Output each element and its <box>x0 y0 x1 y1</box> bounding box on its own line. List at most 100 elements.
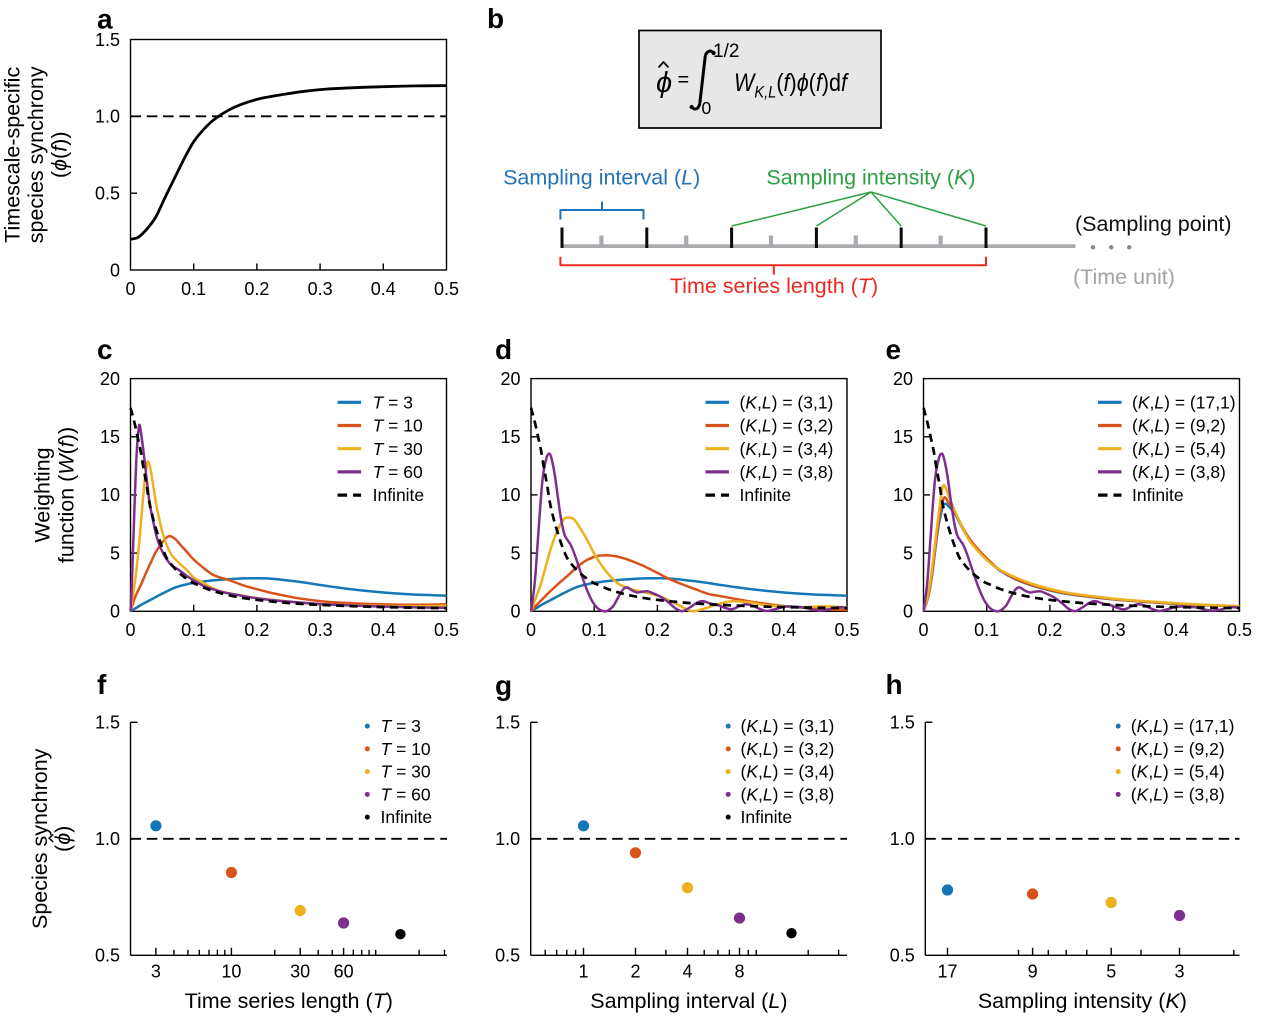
svg-text:0: 0 <box>110 602 120 622</box>
svg-text:(K,L) = (3,8): (K,L) = (3,8) <box>1132 462 1226 482</box>
svg-text:T = 30: T = 30 <box>373 439 423 459</box>
svg-text:Sampling interval (L): Sampling interval (L) <box>503 166 700 190</box>
svg-text:15: 15 <box>500 427 520 447</box>
svg-text:17: 17 <box>937 962 957 982</box>
svg-text:0.3: 0.3 <box>708 620 733 640</box>
svg-text:Infinite: Infinite <box>1132 485 1184 505</box>
svg-text:0: 0 <box>526 620 536 640</box>
svg-text:1.0: 1.0 <box>95 107 120 127</box>
svg-text:0.5: 0.5 <box>495 946 520 966</box>
svg-text:e: e <box>886 334 902 365</box>
svg-text:1.0: 1.0 <box>495 829 520 849</box>
svg-text:0: 0 <box>702 98 712 118</box>
svg-text:(ϕ(f)): (ϕ(f)) <box>48 131 72 178</box>
svg-text:b: b <box>487 3 504 34</box>
svg-text:0.1: 0.1 <box>181 279 206 299</box>
svg-text:(K,L) = (9,2): (K,L) = (9,2) <box>1132 416 1226 436</box>
svg-text:function (W(f)): function (W(f)) <box>55 427 79 563</box>
svg-text:d: d <box>495 334 512 365</box>
svg-text:1.0: 1.0 <box>95 829 120 849</box>
svg-text:g: g <box>495 670 512 701</box>
svg-text:(K,L) = (5,4): (K,L) = (5,4) <box>1131 762 1225 782</box>
svg-text:(K,L) = (3,4): (K,L) = (3,4) <box>741 762 835 782</box>
svg-text:0.4: 0.4 <box>371 620 396 640</box>
svg-text:0.5: 0.5 <box>834 620 859 640</box>
svg-text:(K,L) = (3,8): (K,L) = (3,8) <box>741 785 835 805</box>
svg-text:Time series length (T): Time series length (T) <box>185 989 393 1013</box>
svg-text:(K,L) = (17,1): (K,L) = (17,1) <box>1132 392 1236 412</box>
svg-text:0: 0 <box>110 260 120 280</box>
svg-text:0.1: 0.1 <box>582 620 607 640</box>
svg-text:1.0: 1.0 <box>890 829 915 849</box>
svg-text:0: 0 <box>125 279 135 299</box>
svg-text:(K,L) = (5,4): (K,L) = (5,4) <box>1132 439 1226 459</box>
svg-text:(K,L) = (3,1): (K,L) = (3,1) <box>740 392 834 412</box>
svg-text:10: 10 <box>500 485 520 505</box>
svg-text:species synchrony: species synchrony <box>24 66 48 243</box>
svg-text:1.5: 1.5 <box>95 30 120 50</box>
svg-text:(K,L) = (3,8): (K,L) = (3,8) <box>1131 785 1225 805</box>
svg-text:Infinite: Infinite <box>381 807 433 827</box>
svg-text:20: 20 <box>100 369 120 389</box>
svg-text:0.3: 0.3 <box>308 279 333 299</box>
svg-text:1: 1 <box>578 962 588 982</box>
svg-text:0: 0 <box>125 620 135 640</box>
svg-text:0.4: 0.4 <box>1164 620 1189 640</box>
svg-text:5: 5 <box>510 543 520 563</box>
svg-text:2: 2 <box>630 962 640 982</box>
svg-text:0.3: 0.3 <box>308 620 333 640</box>
svg-text:0.5: 0.5 <box>1227 620 1252 640</box>
svg-text:30: 30 <box>290 962 310 982</box>
svg-text:0: 0 <box>510 602 520 622</box>
svg-text:(K,L) = (3,8): (K,L) = (3,8) <box>740 462 834 482</box>
svg-text:(K,L) = (3,2): (K,L) = (3,2) <box>740 416 834 436</box>
svg-text:(Time unit): (Time unit) <box>1073 265 1175 289</box>
svg-text:Sampling intensity (K): Sampling intensity (K) <box>978 989 1187 1013</box>
svg-text:3: 3 <box>151 962 161 982</box>
svg-text:1.5: 1.5 <box>495 713 520 733</box>
svg-text:a: a <box>97 4 113 35</box>
svg-text:5: 5 <box>903 543 913 563</box>
svg-text:15: 15 <box>100 427 120 447</box>
svg-text:20: 20 <box>500 369 520 389</box>
svg-text:0.2: 0.2 <box>645 620 670 640</box>
svg-text:(K,L) = (9,2): (K,L) = (9,2) <box>1131 739 1225 759</box>
svg-text:10: 10 <box>100 485 120 505</box>
svg-text:(K,L) = (3,4): (K,L) = (3,4) <box>740 439 834 459</box>
svg-text:Infinite: Infinite <box>741 807 793 827</box>
svg-text:WK,L(f)ϕ(f)df: WK,L(f)ϕ(f)df <box>734 69 850 102</box>
svg-text:4: 4 <box>682 962 692 982</box>
svg-text:20: 20 <box>893 369 913 389</box>
svg-text:(Sampling point): (Sampling point) <box>1075 212 1232 236</box>
svg-text:0.5: 0.5 <box>95 184 120 204</box>
svg-text:0.5: 0.5 <box>95 946 120 966</box>
svg-text:c: c <box>97 334 113 365</box>
svg-text:0: 0 <box>903 602 913 622</box>
svg-text:T = 3: T = 3 <box>381 716 421 736</box>
svg-text:ϕ: ϕ <box>656 67 672 99</box>
svg-text:f: f <box>97 669 107 700</box>
svg-text:T = 30: T = 30 <box>381 762 431 782</box>
svg-text:0.2: 0.2 <box>244 620 269 640</box>
svg-text:Timescale-specific: Timescale-specific <box>1 67 25 243</box>
svg-text:5: 5 <box>1106 962 1116 982</box>
svg-text:h: h <box>886 669 903 700</box>
svg-text:Weighting: Weighting <box>31 447 55 542</box>
svg-text:5: 5 <box>110 543 120 563</box>
svg-text:(ϕ): (ϕ) <box>51 826 75 852</box>
svg-text:9: 9 <box>1028 962 1038 982</box>
svg-text:0.1: 0.1 <box>974 620 999 640</box>
svg-text:10: 10 <box>893 485 913 505</box>
svg-text:Infinite: Infinite <box>373 485 425 505</box>
svg-text:1.5: 1.5 <box>890 713 915 733</box>
svg-text:T = 10: T = 10 <box>381 739 431 759</box>
svg-text:T = 3: T = 3 <box>373 392 413 412</box>
svg-text:(K,L) = (17,1): (K,L) = (17,1) <box>1131 716 1235 736</box>
svg-text:0: 0 <box>918 620 928 640</box>
svg-text:0.4: 0.4 <box>371 279 396 299</box>
svg-text:0.5: 0.5 <box>890 946 915 966</box>
svg-text:10: 10 <box>221 962 241 982</box>
svg-text:0.2: 0.2 <box>1037 620 1062 640</box>
svg-text:0.3: 0.3 <box>1101 620 1126 640</box>
svg-text:0.1: 0.1 <box>181 620 206 640</box>
